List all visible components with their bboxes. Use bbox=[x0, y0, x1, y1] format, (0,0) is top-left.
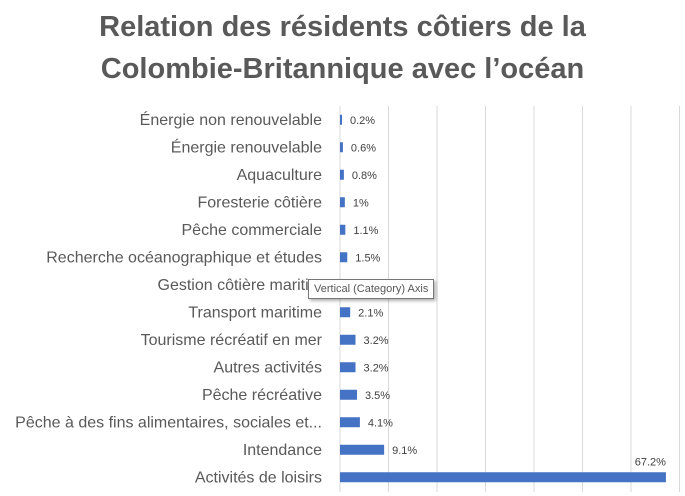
data-label: 1.5% bbox=[355, 252, 380, 264]
bar bbox=[340, 444, 385, 455]
category-label: Pêche commerciale bbox=[182, 222, 323, 239]
axis-tooltip: Vertical (Category) Axis bbox=[308, 279, 435, 299]
data-label: 3.2% bbox=[364, 335, 389, 347]
data-label: 3.5% bbox=[365, 390, 390, 402]
category-label: Tourisme récréatif en mer bbox=[141, 332, 323, 349]
bar bbox=[340, 389, 357, 400]
bar bbox=[340, 472, 666, 483]
bar bbox=[340, 224, 346, 235]
category-label: Autres activités bbox=[214, 359, 322, 376]
data-label: 0.6% bbox=[351, 142, 376, 154]
bar bbox=[340, 169, 344, 180]
category-label: Transport maritime bbox=[188, 304, 322, 321]
data-label: 0.2% bbox=[350, 115, 375, 127]
chart-title: Relation des résidents côtiers de la Col… bbox=[0, 6, 685, 90]
data-label: 9.1% bbox=[392, 445, 417, 457]
bar bbox=[340, 417, 360, 428]
data-label: 3.2% bbox=[364, 362, 389, 374]
data-label: 67.2% bbox=[635, 456, 666, 468]
bar bbox=[340, 362, 356, 373]
bar bbox=[340, 114, 342, 125]
category-label: Aquaculture bbox=[237, 167, 322, 184]
bar bbox=[340, 142, 343, 153]
data-label: 0.8% bbox=[352, 170, 377, 182]
category-label: Énergie renouvelable bbox=[171, 137, 322, 156]
bar bbox=[340, 334, 356, 345]
chart-title-line-2: Colombie-Britannique avec l’océan bbox=[100, 53, 585, 85]
category-label: Pêche à des fins alimentaires, sociales … bbox=[15, 414, 322, 431]
category-label: Activités de loisirs bbox=[195, 469, 322, 486]
bar bbox=[340, 197, 345, 208]
chart-title-line-1: Relation des résidents côtiers de la bbox=[99, 11, 586, 43]
bar bbox=[340, 252, 348, 263]
category-label: Intendance bbox=[243, 442, 322, 459]
data-label: 1.1% bbox=[353, 225, 378, 237]
category-label: Recherche océanographique et études bbox=[46, 249, 322, 266]
category-label: Énergie non renouvelable bbox=[140, 110, 322, 129]
category-label: Gestion côtière maritim bbox=[158, 277, 323, 294]
category-label: Foresterie côtière bbox=[198, 194, 323, 211]
data-label: 4.1% bbox=[368, 417, 393, 429]
data-label: 1% bbox=[353, 197, 369, 209]
category-label: Pêche récréative bbox=[202, 387, 322, 404]
bar bbox=[340, 307, 351, 318]
data-label: 2.1% bbox=[358, 307, 383, 319]
